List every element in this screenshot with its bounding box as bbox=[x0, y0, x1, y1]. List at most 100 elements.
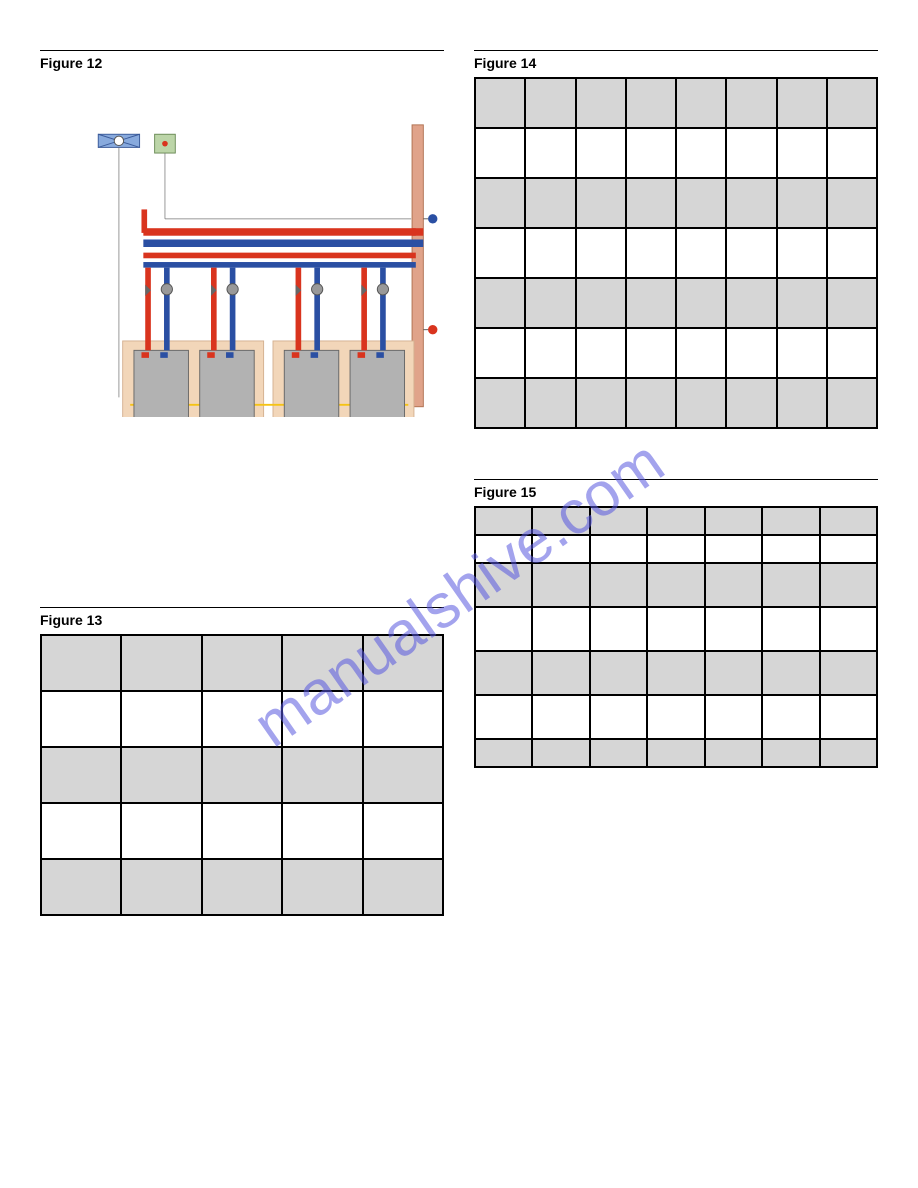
table-cell bbox=[532, 535, 589, 563]
table-cell bbox=[525, 228, 575, 278]
table-cell bbox=[532, 739, 589, 767]
table-cell bbox=[590, 563, 647, 607]
table-cell bbox=[202, 691, 282, 747]
table-cell bbox=[777, 178, 827, 228]
figure-14-block: Figure 14 bbox=[474, 50, 878, 429]
table-cell bbox=[820, 507, 877, 535]
table-cell bbox=[576, 228, 626, 278]
table-cell bbox=[576, 328, 626, 378]
table-cell bbox=[525, 278, 575, 328]
table-row bbox=[41, 803, 443, 859]
page: Figure 12 bbox=[0, 0, 918, 996]
table-cell bbox=[676, 128, 726, 178]
table-row bbox=[475, 378, 877, 428]
table-cell bbox=[525, 178, 575, 228]
table-cell bbox=[626, 78, 676, 128]
table-cell bbox=[363, 691, 443, 747]
table-cell bbox=[626, 128, 676, 178]
table-cell bbox=[121, 803, 201, 859]
table-row bbox=[475, 563, 877, 607]
table-cell bbox=[647, 695, 704, 739]
table-cell bbox=[647, 739, 704, 767]
table-cell bbox=[820, 739, 877, 767]
table-cell bbox=[475, 328, 525, 378]
table-cell bbox=[827, 378, 877, 428]
table-cell bbox=[626, 178, 676, 228]
table-row bbox=[475, 507, 877, 535]
table-cell bbox=[777, 328, 827, 378]
table-cell bbox=[777, 128, 827, 178]
table-cell bbox=[475, 563, 532, 607]
table-cell bbox=[475, 128, 525, 178]
table-cell bbox=[282, 747, 362, 803]
table-cell bbox=[726, 278, 776, 328]
right-column: Figure 14 Figure 15 bbox=[474, 50, 878, 946]
table-cell bbox=[676, 78, 726, 128]
figure-15-table bbox=[474, 506, 878, 768]
table-cell bbox=[777, 278, 827, 328]
table-cell bbox=[827, 178, 877, 228]
table-cell bbox=[705, 739, 762, 767]
table-cell bbox=[121, 747, 201, 803]
table-cell bbox=[363, 859, 443, 915]
table-row bbox=[41, 859, 443, 915]
table-cell bbox=[820, 607, 877, 651]
table-cell bbox=[777, 228, 827, 278]
table-cell bbox=[282, 635, 362, 691]
figure-14-table bbox=[474, 77, 878, 429]
table-cell bbox=[363, 635, 443, 691]
table-cell bbox=[820, 535, 877, 563]
table-row bbox=[475, 278, 877, 328]
table-cell bbox=[475, 695, 532, 739]
table-cell bbox=[647, 563, 704, 607]
table-cell bbox=[647, 651, 704, 695]
table-cell bbox=[363, 747, 443, 803]
table-cell bbox=[532, 695, 589, 739]
table-cell bbox=[827, 228, 877, 278]
table-cell bbox=[475, 535, 532, 563]
table-cell bbox=[576, 378, 626, 428]
table-cell bbox=[590, 607, 647, 651]
table-cell bbox=[777, 78, 827, 128]
table-cell bbox=[202, 803, 282, 859]
table-cell bbox=[762, 563, 819, 607]
table-cell bbox=[41, 803, 121, 859]
table-cell bbox=[41, 747, 121, 803]
figure-13-table bbox=[40, 634, 444, 916]
left-column: Figure 12 bbox=[40, 50, 444, 946]
table-cell bbox=[576, 178, 626, 228]
table-cell bbox=[762, 695, 819, 739]
table-cell bbox=[726, 78, 776, 128]
table-cell bbox=[202, 747, 282, 803]
table-cell bbox=[475, 278, 525, 328]
table-cell bbox=[705, 507, 762, 535]
table-cell bbox=[525, 78, 575, 128]
table-cell bbox=[777, 378, 827, 428]
table-cell bbox=[202, 859, 282, 915]
table-row bbox=[41, 691, 443, 747]
table-cell bbox=[475, 378, 525, 428]
table-cell bbox=[726, 178, 776, 228]
table-cell bbox=[820, 563, 877, 607]
figure-12-block: Figure 12 bbox=[40, 50, 444, 417]
table-cell bbox=[532, 507, 589, 535]
table-cell bbox=[282, 691, 362, 747]
table-row bbox=[475, 78, 877, 128]
table-cell bbox=[705, 607, 762, 651]
table-cell bbox=[590, 651, 647, 695]
table-cell bbox=[827, 128, 877, 178]
table-cell bbox=[705, 651, 762, 695]
table-cell bbox=[726, 228, 776, 278]
table-cell bbox=[590, 507, 647, 535]
table-cell bbox=[532, 607, 589, 651]
table-cell bbox=[762, 535, 819, 563]
table-cell bbox=[475, 651, 532, 695]
figure-14-title: Figure 14 bbox=[474, 50, 878, 71]
table-cell bbox=[647, 507, 704, 535]
table-row bbox=[475, 228, 877, 278]
table-cell bbox=[525, 128, 575, 178]
table-cell bbox=[676, 228, 726, 278]
figure-13-title: Figure 13 bbox=[40, 607, 444, 628]
piping-diagram-svg bbox=[40, 77, 444, 417]
table-cell bbox=[762, 507, 819, 535]
